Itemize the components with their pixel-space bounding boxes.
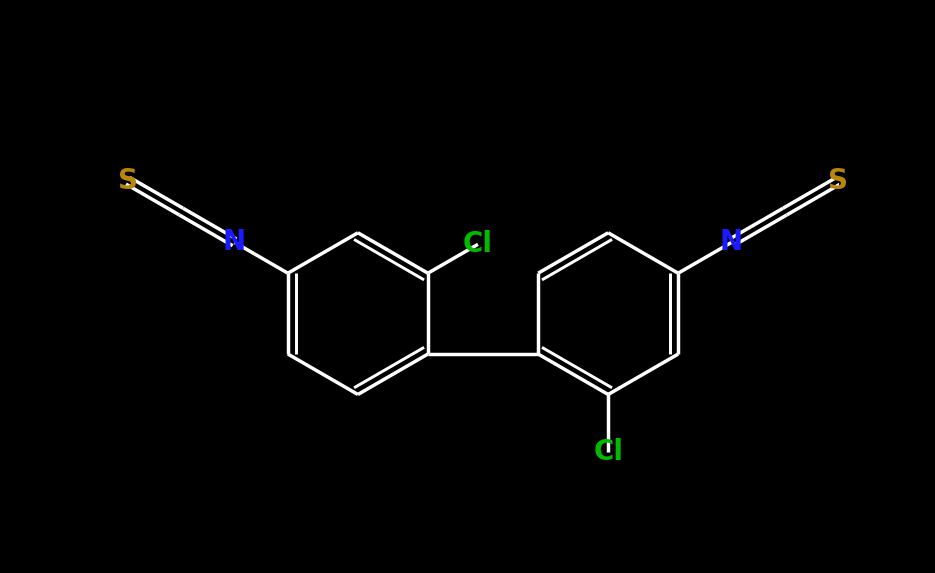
- Text: N: N: [223, 229, 246, 256]
- Text: N: N: [720, 229, 743, 256]
- Text: S: S: [828, 167, 848, 195]
- Text: Cl: Cl: [593, 438, 623, 466]
- Text: Cl: Cl: [463, 230, 493, 258]
- Text: S: S: [118, 167, 137, 195]
